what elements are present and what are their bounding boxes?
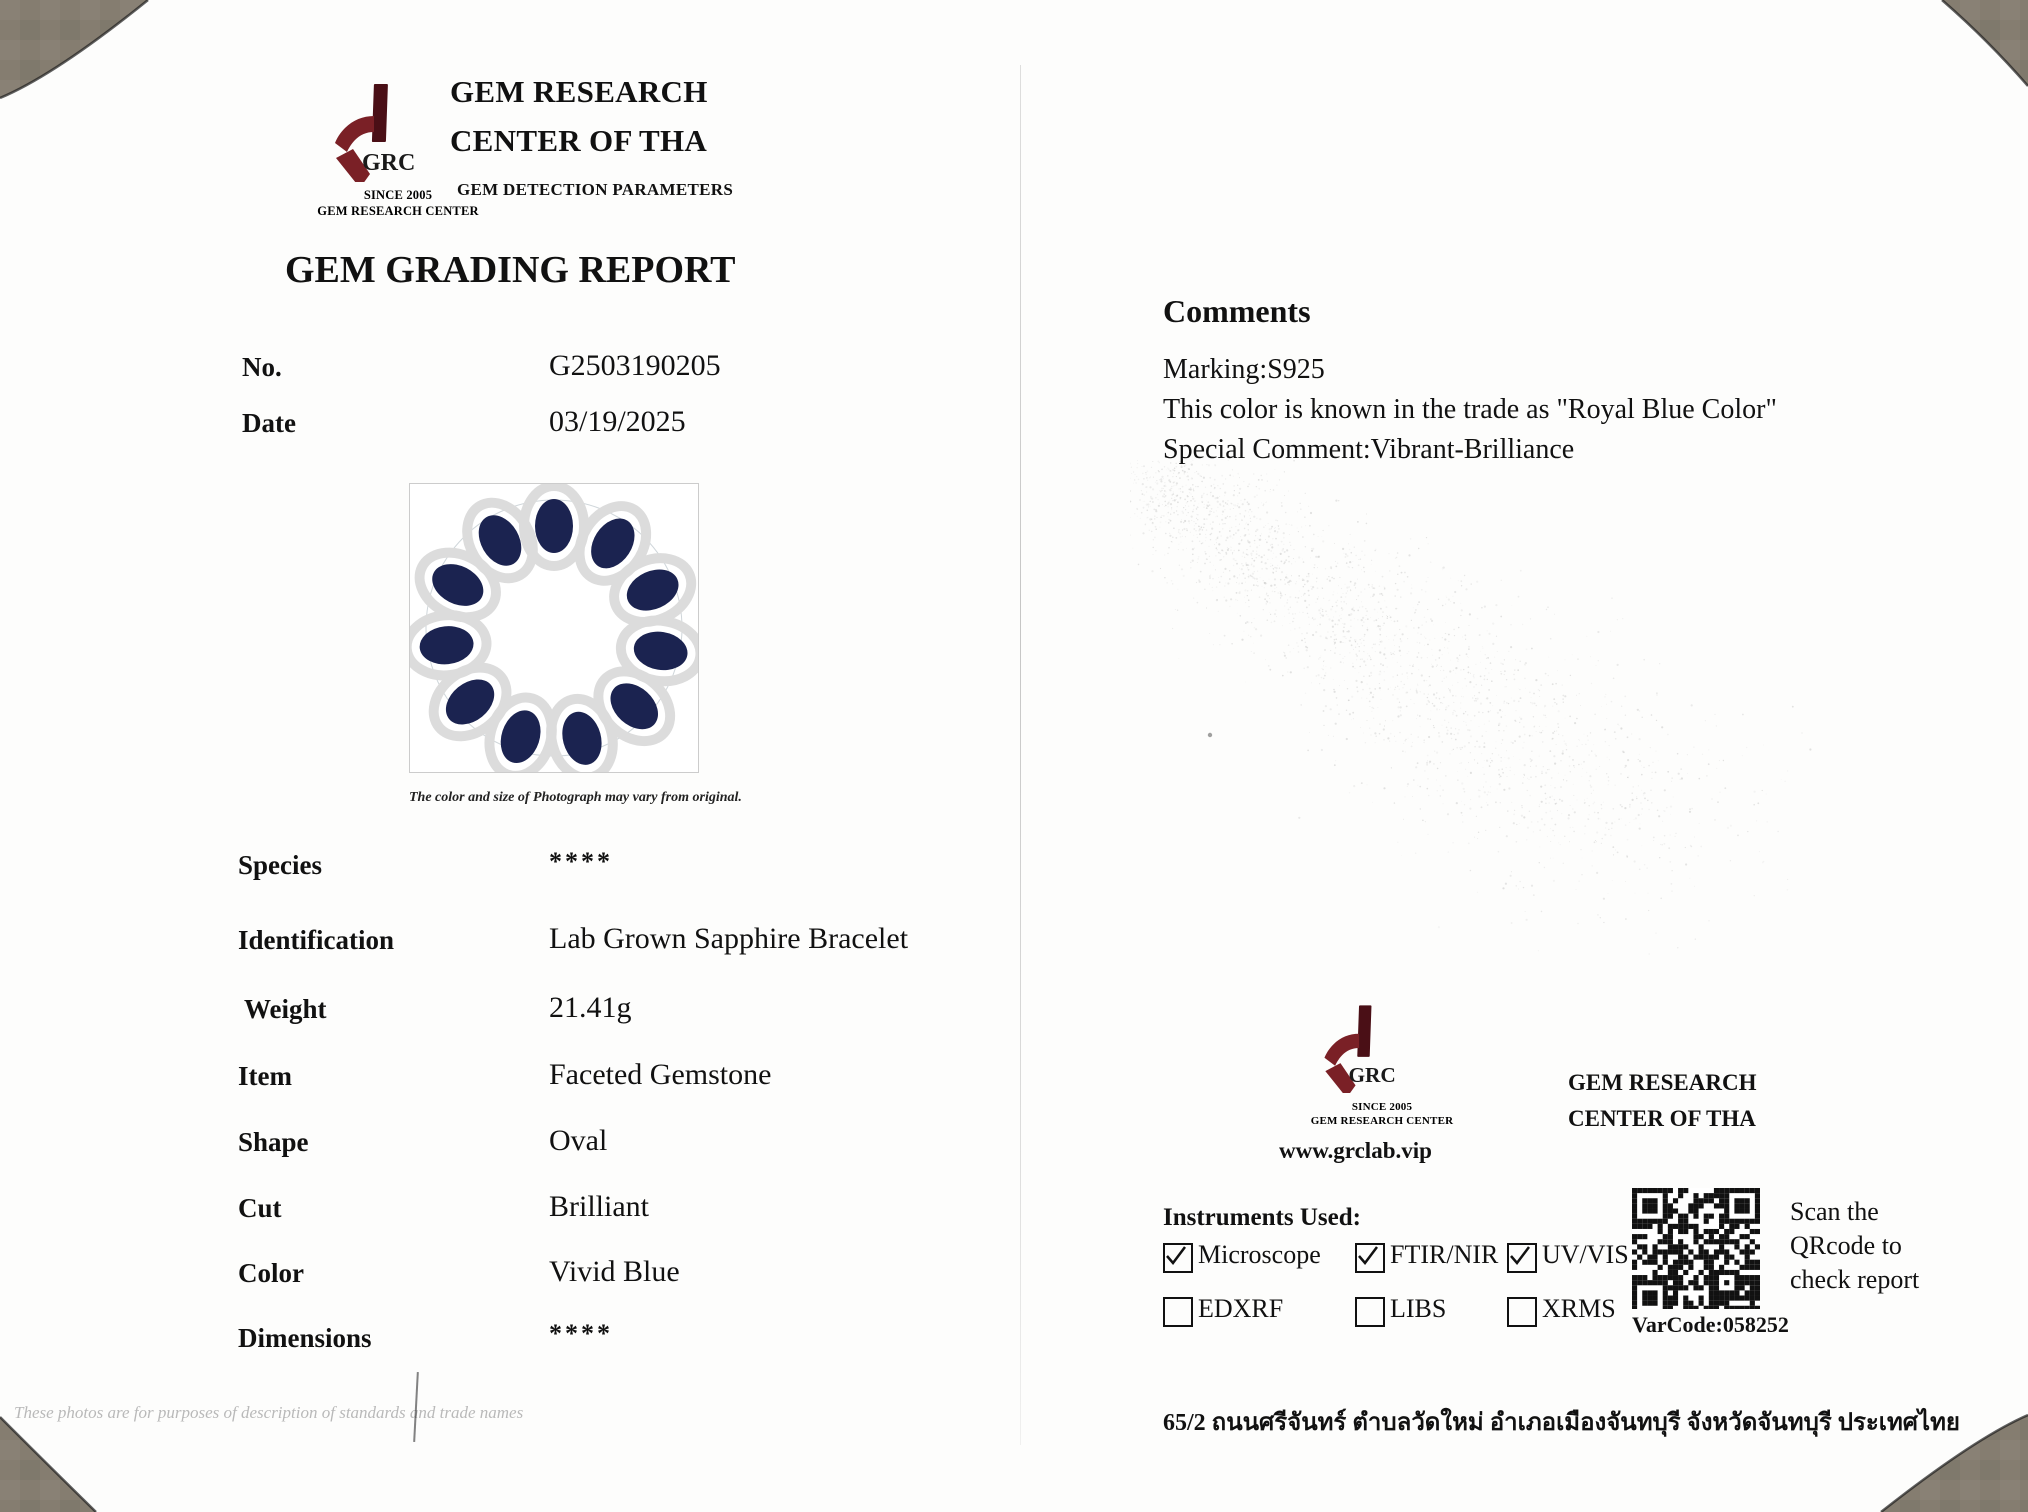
svg-text:GRC: GRC [362,150,415,176]
svg-text:GRC: GRC [1348,1063,1395,1087]
